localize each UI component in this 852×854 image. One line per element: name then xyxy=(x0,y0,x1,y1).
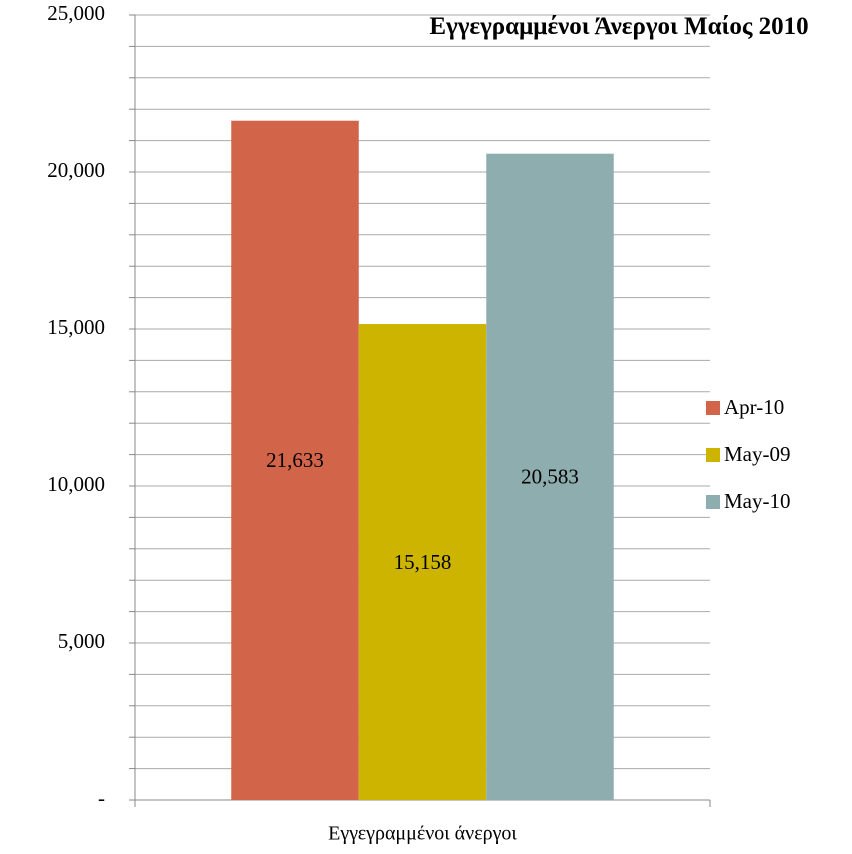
bar xyxy=(358,324,487,800)
y-tick-label: 20,000 xyxy=(47,158,105,182)
legend-swatch xyxy=(706,495,720,509)
y-tick-label: 5,000 xyxy=(58,629,105,653)
bar xyxy=(231,120,359,800)
legend-label: May-10 xyxy=(724,489,791,513)
data-label: 20,583 xyxy=(521,465,579,489)
y-tick-label: - xyxy=(98,786,105,810)
data-label: 21,633 xyxy=(266,448,324,472)
bar xyxy=(486,153,614,801)
data-label: 15,158 xyxy=(394,550,452,574)
x-tick-label: Εγγεγραμμένοι άνεργοι xyxy=(328,823,517,845)
legend-label: May-09 xyxy=(724,442,791,466)
y-tick-label: 25,000 xyxy=(47,1,105,25)
legend-swatch xyxy=(706,401,720,415)
y-tick-label: 10,000 xyxy=(47,472,105,496)
chart-title: Εγγεγραμμένοι Άνεργοι Μαίος 2010 xyxy=(429,13,809,40)
y-tick-label: 15,000 xyxy=(47,315,105,339)
legend-label: Apr-10 xyxy=(724,395,784,419)
legend-swatch xyxy=(706,448,720,462)
